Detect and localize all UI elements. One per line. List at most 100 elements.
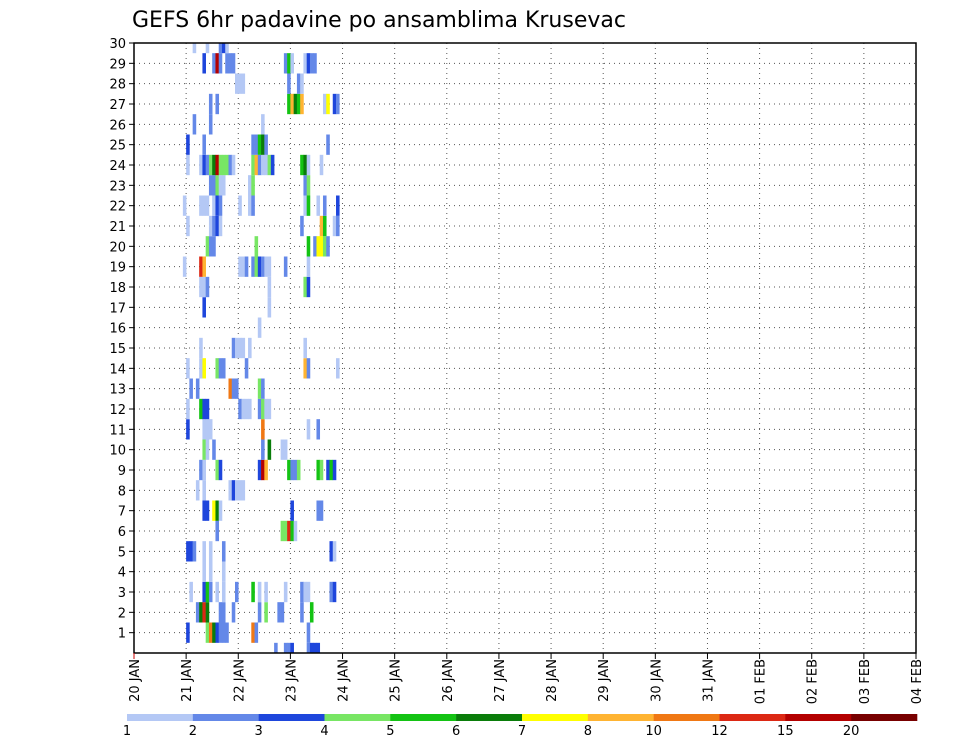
heatmap-cell	[218, 175, 223, 196]
heatmap-cell	[212, 195, 216, 216]
heatmap-cell	[202, 500, 206, 521]
heatmap-cell	[306, 622, 311, 643]
heatmap-cell	[205, 622, 210, 643]
heatmap-cell	[231, 53, 236, 74]
heatmap-cell	[283, 439, 288, 460]
heatmap-cell	[235, 581, 239, 603]
chart-title: GEFS 6hr padavine po ansamblima Krusevac	[132, 8, 626, 33]
heatmap-cell	[208, 93, 213, 115]
heatmap-cell	[264, 602, 268, 623]
legend-swatch	[653, 714, 720, 721]
x-tick-label: 28 JAN	[545, 659, 560, 702]
heatmap-cell	[313, 642, 317, 653]
heatmap-cell	[290, 520, 294, 542]
x-tick-label: 24 JAN	[337, 659, 352, 702]
y-tick-label: 1	[118, 627, 126, 642]
heatmap-cell	[208, 581, 213, 603]
heatmap-cell	[218, 195, 223, 216]
heatmap-cell	[212, 154, 216, 176]
heatmap-cell	[300, 215, 304, 237]
heatmap-cell	[192, 43, 197, 54]
heatmap-cell	[309, 53, 314, 74]
heatmap-cell	[186, 541, 190, 562]
legend-swatch	[851, 714, 918, 721]
heatmap-cell	[208, 419, 213, 440]
heatmap-cell	[261, 114, 265, 135]
heatmap-cell	[221, 561, 226, 582]
heatmap-cell	[251, 175, 255, 196]
heatmap-cell	[303, 53, 307, 74]
x-tick-label: 23 JAN	[284, 659, 299, 702]
legend-label: 15	[777, 724, 794, 739]
heatmap-cell	[257, 602, 262, 623]
heatmap-cell	[235, 480, 239, 501]
heatmap-cell	[306, 358, 311, 379]
heatmap-cell	[287, 93, 291, 115]
heatmap-cell	[290, 642, 294, 653]
x-tick-label: 21 JAN	[180, 659, 195, 702]
heatmap-cell	[202, 541, 206, 562]
heatmap-cell	[199, 337, 203, 359]
heatmap-cell	[316, 459, 321, 481]
y-tick-label: 29	[109, 57, 126, 72]
heatmap-cell	[322, 93, 327, 115]
heatmap-cell	[199, 358, 203, 379]
color-legend: 1 2 3 4 5 6 7 8 10 12 15 20	[123, 714, 918, 739]
heatmap-cell	[215, 93, 220, 115]
heatmap-cell	[218, 53, 223, 74]
y-tick-label: 9	[118, 464, 126, 479]
heatmap-cell	[300, 93, 304, 115]
heatmap-cell	[195, 378, 200, 399]
heatmap-cell	[205, 500, 210, 521]
heatmap-cell	[241, 398, 246, 420]
y-tick-label: 7	[118, 505, 126, 520]
heatmap-cell	[202, 358, 206, 379]
heatmap-cell	[261, 419, 265, 440]
heatmap-cell	[283, 53, 288, 74]
heatmap-cell	[215, 622, 220, 643]
heatmap-cell	[212, 53, 216, 74]
heatmap-cell	[231, 154, 236, 176]
legend-swatch	[522, 714, 589, 721]
heatmap-cell	[296, 93, 301, 115]
heatmap-cell	[303, 358, 307, 379]
legend-swatch	[785, 714, 852, 721]
heatmap-cell	[238, 480, 242, 501]
heatmap-cell	[267, 439, 272, 460]
heatmap-cell	[280, 439, 285, 460]
heatmap-cell	[228, 53, 233, 74]
heatmap-cell	[205, 602, 210, 623]
heatmap-cell	[248, 175, 252, 196]
heatmap-cell	[306, 195, 311, 216]
heatmap-cell	[332, 215, 337, 237]
heatmap-cell	[202, 581, 206, 603]
heatmap-cell	[221, 622, 226, 643]
heatmap-cell	[316, 419, 321, 440]
heatmap-cell	[326, 93, 330, 115]
heatmap-cell	[257, 581, 262, 603]
heatmap-cell	[296, 459, 301, 481]
heatmap-cell	[303, 337, 307, 359]
legend-label: 8	[584, 724, 592, 739]
heatmap-cell	[329, 459, 334, 481]
x-tick-label: 29 JAN	[597, 659, 612, 702]
y-tick-label: 13	[109, 383, 126, 398]
heatmap-cell	[238, 256, 242, 277]
heatmap-cell	[205, 419, 210, 440]
heatmap-cell	[274, 642, 278, 653]
heatmap-cell	[189, 378, 193, 399]
y-tick-label: 2	[118, 606, 126, 621]
heatmap-cell	[199, 398, 203, 420]
heatmap-cell	[257, 134, 262, 155]
legend-label: 7	[518, 724, 526, 739]
heatmap-cell	[208, 154, 213, 176]
heatmap-cell	[241, 256, 246, 277]
heatmap-cell	[277, 602, 281, 623]
y-tick-label: 8	[118, 484, 126, 499]
heatmap-cell	[283, 520, 288, 542]
heatmap-cell	[221, 602, 226, 623]
heatmap-cell	[322, 195, 327, 216]
heatmap-cell	[218, 622, 223, 643]
y-tick-label: 5	[118, 545, 126, 560]
heatmap-cell	[231, 480, 236, 501]
